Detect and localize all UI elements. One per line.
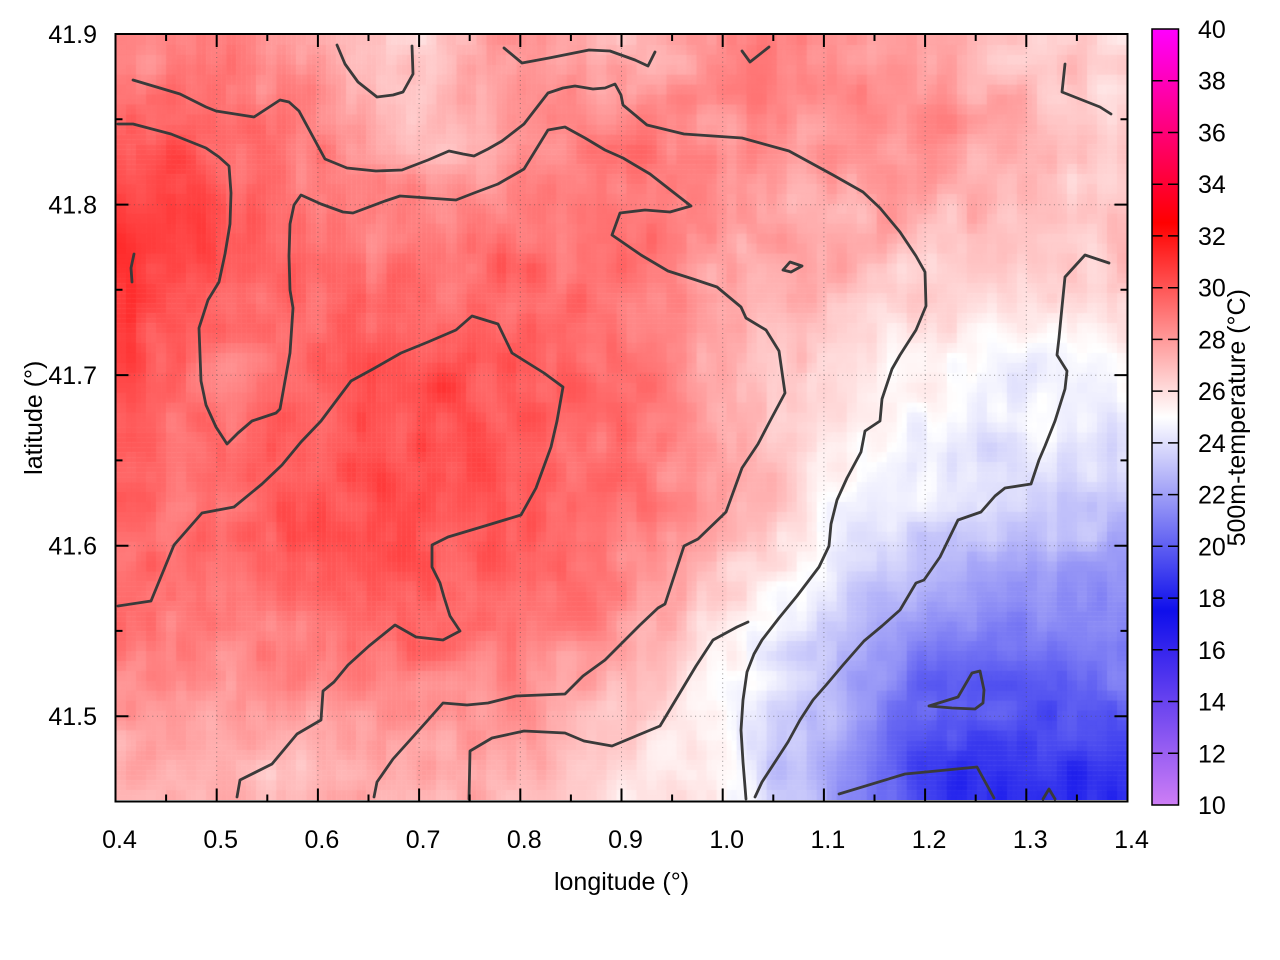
svg-text:16: 16 <box>1198 637 1226 665</box>
svg-text:30: 30 <box>1198 275 1226 303</box>
svg-text:1.0: 1.0 <box>709 826 744 854</box>
svg-text:latitude (°): latitude (°) <box>20 361 48 475</box>
svg-text:20: 20 <box>1198 533 1226 561</box>
svg-text:0.8: 0.8 <box>507 826 542 854</box>
svg-text:32: 32 <box>1198 223 1226 251</box>
svg-text:12: 12 <box>1198 740 1226 768</box>
svg-text:1.3: 1.3 <box>1013 826 1048 854</box>
svg-text:0.7: 0.7 <box>406 826 441 854</box>
svg-text:0.9: 0.9 <box>608 826 643 854</box>
svg-text:500m-temperature (°C): 500m-temperature (°C) <box>1223 289 1251 546</box>
svg-text:1.4: 1.4 <box>1114 826 1149 854</box>
svg-text:40: 40 <box>1198 16 1226 44</box>
svg-text:28: 28 <box>1198 326 1226 354</box>
svg-text:41.7: 41.7 <box>48 362 97 390</box>
svg-text:0.5: 0.5 <box>203 826 238 854</box>
svg-text:1.2: 1.2 <box>912 826 947 854</box>
svg-text:41.9: 41.9 <box>48 21 97 49</box>
svg-text:26: 26 <box>1198 378 1226 406</box>
svg-text:41.6: 41.6 <box>48 533 97 561</box>
svg-text:22: 22 <box>1198 482 1226 510</box>
svg-text:41.8: 41.8 <box>48 192 97 220</box>
svg-text:0.6: 0.6 <box>305 826 340 854</box>
svg-text:34: 34 <box>1198 171 1226 199</box>
svg-text:24: 24 <box>1198 430 1226 458</box>
svg-text:0.4: 0.4 <box>102 826 137 854</box>
svg-text:36: 36 <box>1198 120 1226 148</box>
svg-text:14: 14 <box>1198 689 1226 717</box>
svg-text:38: 38 <box>1198 68 1226 96</box>
svg-text:18: 18 <box>1198 585 1226 613</box>
svg-text:10: 10 <box>1198 792 1226 820</box>
svg-text:longitude (°): longitude (°) <box>554 868 689 896</box>
svg-text:41.5: 41.5 <box>48 703 97 731</box>
svg-text:1.1: 1.1 <box>811 826 846 854</box>
